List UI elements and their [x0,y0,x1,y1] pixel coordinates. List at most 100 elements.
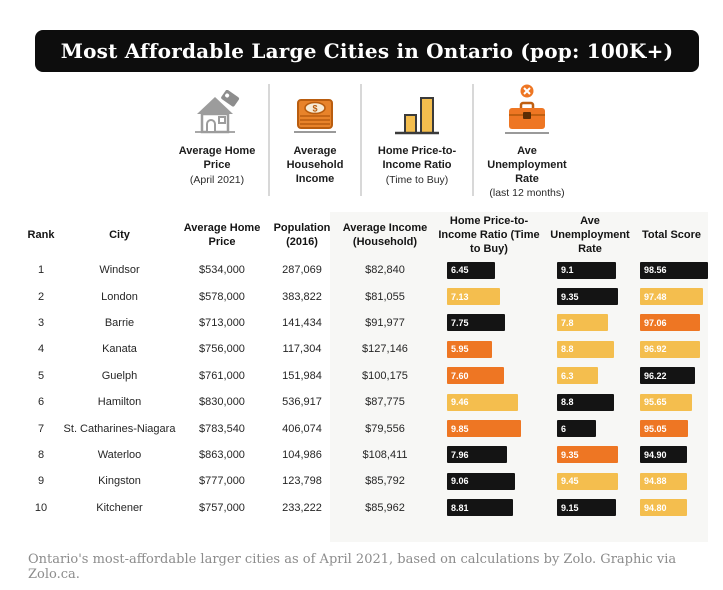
cell-population: 117,304 [282,343,322,356]
cell-ratio: 7.96 [433,442,545,468]
cell-population: 141,434 [282,316,322,329]
unemployment-badge: 9.35 [557,446,618,464]
cell-population: 287,069 [282,264,322,277]
page-title: Most Affordable Large Cities in Ontario … [60,39,674,63]
column-header-city: City [109,229,130,242]
cell-city: Waterloo [97,448,142,461]
cell-rank: 2 [37,290,45,303]
cell-city: Guelph [101,369,138,382]
ratio-badge: 7.75 [447,314,505,332]
cell-population: 123,798 [282,475,322,488]
ratio-badge: 7.13 [447,288,500,306]
cell-ratio: 7.75 [433,310,545,336]
cell-score: 94.90 [635,442,708,468]
cell-rank: 9 [37,475,45,488]
column-header-rank: Rank [27,229,55,242]
cell-city: Kanata [102,343,137,356]
cell-rank: 3 [37,316,45,329]
cell-income: $127,146 [362,343,408,356]
cell-home-price: $863,000 [199,448,245,461]
cell-rank: 6 [37,396,45,409]
score-badge: 94.90 [640,446,687,464]
affordability-table: Rank City Average Home Price Population … [20,215,708,521]
unemployment-badge: 6 [557,420,596,438]
cell-rank: 10 [34,501,48,514]
unemployment-badge: 8.8 [557,340,614,358]
cell-unemployment: 9.15 [545,495,635,521]
cell-income: $79,556 [365,422,405,435]
cell-unemployment: 6.3 [545,363,635,389]
cell-home-price: $783,540 [199,422,245,435]
cell-home-price: $756,000 [199,343,245,356]
cell-score: 97.06 [635,310,708,336]
score-badge: 95.05 [640,420,688,438]
svg-text:$: $ [312,104,317,114]
unemployment-badge: 9.1 [557,261,616,279]
cell-city: Hamilton [97,396,142,409]
unemployment-badge: 6.3 [557,367,598,385]
ratio-badge: 7.96 [447,446,507,464]
cell-population: 104,986 [282,448,322,461]
cell-score: 98.56 [635,257,708,283]
cell-score: 96.22 [635,363,708,389]
cell-city: London [101,290,138,303]
cell-home-price: $757,000 [199,501,245,514]
cell-income: $100,175 [362,369,408,382]
legend: Average Home Price (April 2021) $ Averag… [166,84,580,199]
cell-rank: 8 [37,448,45,461]
cell-ratio: 7.60 [433,363,545,389]
ratio-badge: 6.45 [447,261,495,279]
cell-income: $91,977 [365,316,405,329]
ratio-badge: 9.06 [447,472,515,490]
cell-rank: 7 [37,422,45,435]
cell-unemployment: 9.45 [545,468,635,494]
cell-ratio: 9.46 [433,389,545,415]
figure-caption: Ontario's most-affordable larger cities … [28,552,677,582]
column-header-home-price: Average Home Price [183,222,261,248]
bar-chart-icon [390,84,444,138]
cell-ratio: 9.85 [433,415,545,441]
cell-population: 383,822 [282,290,322,303]
cell-population: 233,222 [282,501,322,514]
unemployment-badge: 9.45 [557,472,618,490]
cell-rank: 4 [37,343,45,356]
cell-income: $85,962 [365,501,405,514]
legend-item-price-to-income: Home Price-to-Income Ratio (Time to Buy) [360,84,472,196]
cell-ratio: 6.45 [433,257,545,283]
cell-unemployment: 6 [545,415,635,441]
cell-income: $87,775 [365,396,405,409]
legend-label: Average Household Income [286,145,344,185]
cell-city: St. Catharines-Niagara [63,422,176,435]
column-header-total-score: Total Score [641,229,702,242]
cell-city: Kingston [98,475,141,488]
cell-score: 97.48 [635,283,708,309]
column-header-income: Average Income (Household) [342,222,428,248]
unemployment-badge: 9.35 [557,288,618,306]
cell-population: 536,917 [282,396,322,409]
unemployment-badge: 9.15 [557,499,616,517]
legend-label: Home Price-to-Income Ratio [377,145,457,171]
cell-home-price: $578,000 [199,290,245,303]
cell-income: $81,055 [365,290,405,303]
cell-unemployment: 8.8 [545,336,635,362]
score-badge: 98.56 [640,261,708,279]
score-badge: 97.48 [640,288,703,306]
unemployment-badge: 7.8 [557,314,608,332]
ratio-badge: 9.46 [447,393,518,411]
cell-score: 96.92 [635,336,708,362]
unemployment-badge: 8.8 [557,393,614,411]
house-icon [191,84,243,138]
cell-home-price: $761,000 [199,369,245,382]
ratio-badge: 5.95 [447,340,492,358]
cell-score: 94.88 [635,468,708,494]
cell-unemployment: 7.8 [545,310,635,336]
column-header-ratio: Home Price-to-Income Ratio (Time to Buy) [438,215,540,255]
legend-item-household-income: $ Average Household Income [268,84,360,196]
cell-city: Kitchener [96,501,143,514]
score-badge: 94.80 [640,499,687,517]
cell-home-price: $830,000 [199,396,245,409]
cell-unemployment: 8.8 [545,389,635,415]
legend-label: Ave Unemployment Rate [487,145,567,185]
cell-score: 95.05 [635,415,708,441]
ratio-badge: 9.85 [447,420,521,438]
